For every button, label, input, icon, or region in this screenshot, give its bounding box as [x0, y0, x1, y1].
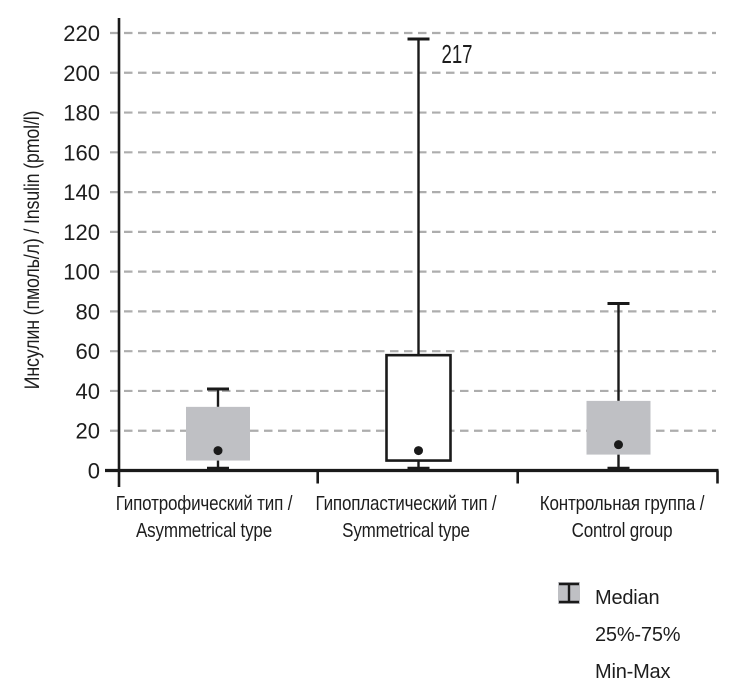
legend-item-iqr: 25%-75%	[552, 582, 681, 654]
y-tick-label: 0	[88, 459, 100, 484]
legend-label-median: Median	[595, 587, 660, 609]
y-tick-label: 180	[63, 101, 100, 126]
x-category-label-2: Гипопластический тип / Symmetrical type	[304, 491, 508, 545]
x-category-label-2-line-ru: Гипопластический тип /	[315, 493, 497, 515]
legend-label-minmax: Min-Max	[595, 661, 671, 683]
y-tick-label: 120	[63, 220, 100, 245]
x-category-label-1-line-ru: Гипотрофический тип /	[115, 493, 293, 515]
y-axis-title: Инсулин (пмоль/л) / Insulin (pmol/l)	[21, 110, 44, 390]
legend-item-minmax: Min-Max	[552, 582, 680, 691]
x-category-label-2-line-en: Symmetrical type	[342, 520, 470, 542]
y-tick-label: 20	[76, 419, 100, 444]
x-category-label-1: Гипотрофический тип / Asymmetrical type	[102, 491, 306, 545]
y-tick-label: 100	[63, 260, 100, 285]
x-category-label-1-line-en: Asymmetrical type	[136, 520, 272, 542]
iqr-box	[385, 353, 452, 462]
y-tick-label: 80	[76, 299, 100, 324]
legend-label-iqr: 25%-75%	[595, 624, 681, 646]
x-category-label-3-line-ru: Контрольная группа /	[539, 493, 705, 515]
y-tick-label: 140	[63, 180, 100, 205]
median-dot	[414, 446, 423, 456]
median-dot	[614, 440, 623, 450]
y-tick-label: 40	[76, 379, 100, 404]
median-dot	[213, 446, 223, 456]
y-tick-label: 160	[63, 140, 100, 165]
x-category-label-3-line-en: Control group	[571, 520, 673, 542]
y-tick-label: 200	[63, 61, 100, 86]
legend: Median 25%-75% Min-Max	[552, 580, 681, 691]
max-value-annotation: 217	[442, 39, 473, 69]
x-category-label-3: Контрольная группа / Control group	[520, 491, 724, 545]
y-tick-label: 60	[76, 339, 100, 364]
y-tick-label: 220	[63, 21, 100, 46]
